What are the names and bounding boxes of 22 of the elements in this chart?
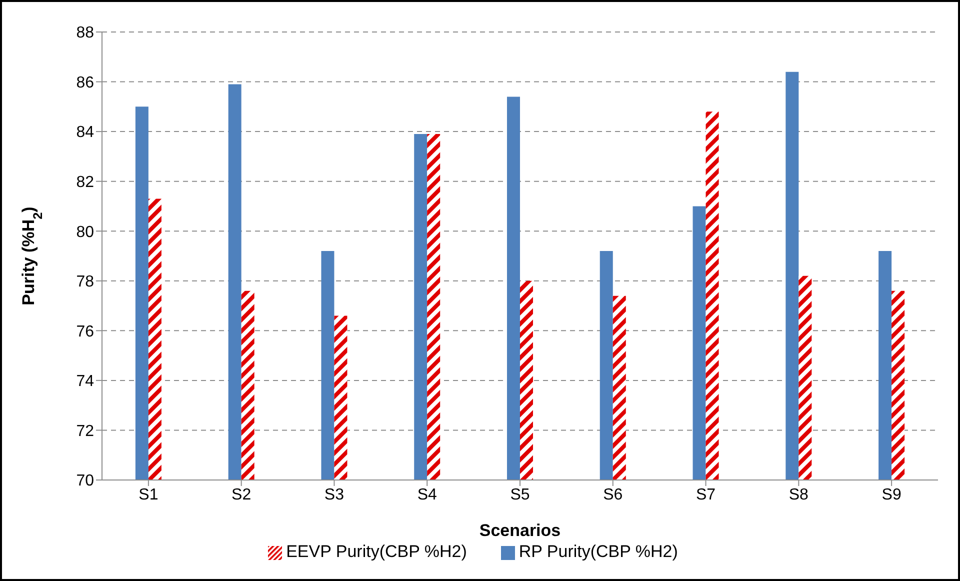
y-tick-label: 88	[76, 24, 94, 42]
x-tick-label: S9	[882, 486, 902, 504]
x-tick-label: S3	[324, 486, 344, 504]
x-tick-label: S1	[138, 486, 158, 504]
y-tick-label: 84	[76, 124, 94, 142]
y-tick-label: 72	[76, 422, 94, 440]
legend-label: RP Purity(CBP %H2)	[518, 542, 678, 561]
y-tick-label: 70	[76, 472, 94, 490]
x-axis-title: Scenarios	[479, 521, 561, 540]
x-tick-label: S2	[232, 486, 252, 504]
x-tick-label: S5	[510, 486, 530, 504]
y-tick-label: 82	[76, 174, 94, 192]
x-tick-label: S4	[417, 486, 437, 504]
y-tick-label: 76	[76, 323, 94, 340]
legend-label: EEVP Purity(CBP %H2)	[286, 542, 467, 561]
y-tick-label: 74	[76, 373, 94, 390]
x-tick-label: S6	[603, 486, 623, 504]
x-tick-label: S8	[788, 486, 809, 504]
y-tick-label: 78	[76, 274, 94, 291]
x-tick-label: S7	[696, 486, 716, 504]
y-tick-label: 86	[76, 74, 94, 92]
y-tick-label: 80	[76, 224, 94, 241]
